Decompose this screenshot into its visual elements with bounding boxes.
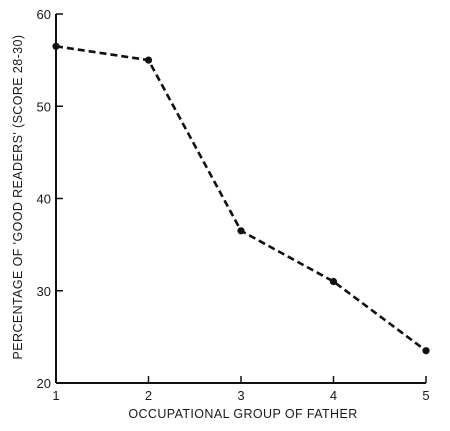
x-tick-label-1: 1 xyxy=(52,388,59,403)
series-line-0 xyxy=(55,45,427,352)
x-tick-label-5: 5 xyxy=(422,388,429,403)
y-tick-label-50: 50 xyxy=(37,99,51,114)
data-point-1 xyxy=(52,42,60,50)
tick-labels: 20 30 40 50 60 1 2 3 4 5 xyxy=(37,7,430,403)
tick-marks xyxy=(55,13,427,384)
y-tick-label-20: 20 xyxy=(37,376,51,391)
x-tick-label-4: 4 xyxy=(330,388,337,403)
x-tick-label-2: 2 xyxy=(145,388,152,403)
y-tick-label-40: 40 xyxy=(37,192,51,207)
y-axis-title: PERCENTAGE OF 'GOOD READERS' (SCORE 28-3… xyxy=(11,35,25,360)
data-point-5 xyxy=(422,347,430,355)
x-axis-title: OCCUPATIONAL GROUP OF FATHER xyxy=(128,407,357,421)
x-tick-label-3: 3 xyxy=(237,388,244,403)
data-series xyxy=(52,42,430,355)
data-point-2 xyxy=(144,56,153,64)
axes xyxy=(55,14,426,384)
y-tick-label-60: 60 xyxy=(37,7,51,22)
data-point-4 xyxy=(329,277,338,286)
y-tick-label-30: 30 xyxy=(37,284,51,299)
data-point-3 xyxy=(237,227,245,235)
